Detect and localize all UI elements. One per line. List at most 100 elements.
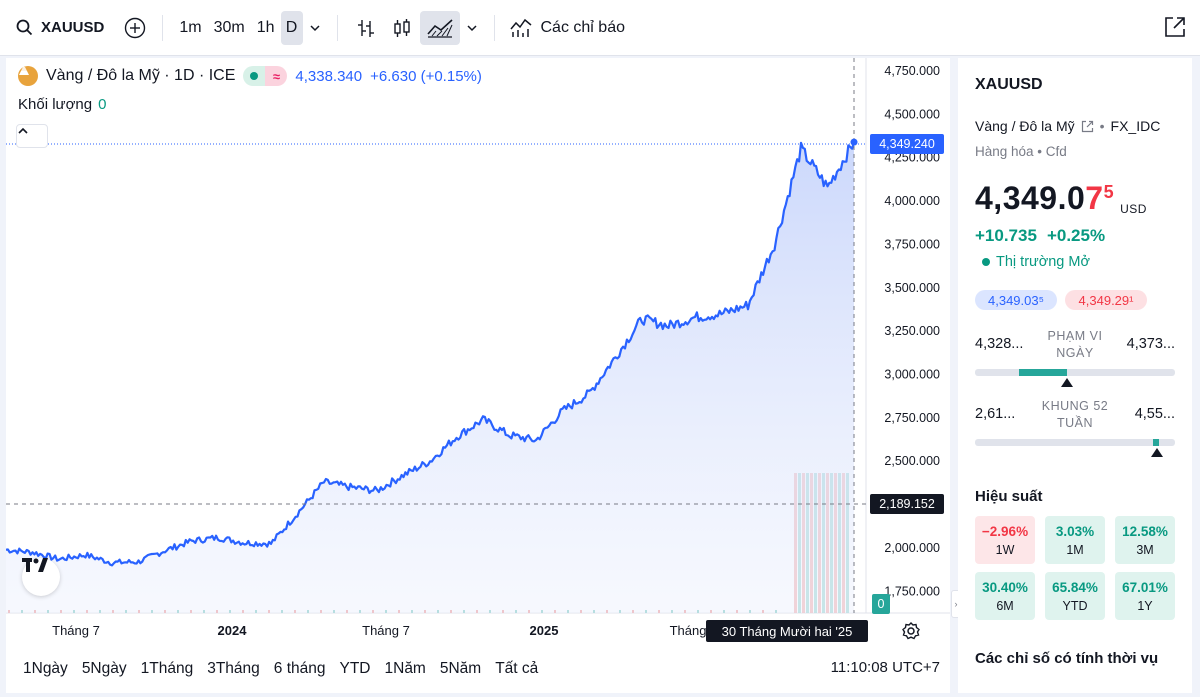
performance-value: 3.03% [1055, 523, 1095, 539]
time-tick-label: Tháng [670, 623, 707, 638]
candles-icon [393, 18, 410, 37]
price-tick-label: 4,750.000 [884, 64, 940, 78]
time-tick-label: Tháng 7 [362, 623, 410, 638]
price-tick-label: 1,750.000 [884, 584, 940, 598]
ask-price: 4,349.29¹ [1065, 290, 1147, 310]
details-description-text[interactable]: Vàng / Đô la Mỹ [975, 118, 1075, 134]
performance-cell-1y[interactable]: 67.01% 1Y [1115, 572, 1175, 620]
price-tick-label: 3,750.000 [884, 237, 940, 251]
performance-grid: −2.96% 1W 3.03% 1M 12.58% 3M 30.40% 6M 65.84% YTD… [975, 516, 1175, 620]
chevron-down-icon [466, 24, 477, 31]
price-chart[interactable]: 4,750.000 4,500.000 4,250.000 4,000.000 3,75… [6, 58, 950, 645]
bullet-separator: • [1099, 118, 1105, 134]
performance-cell-1w[interactable]: −2.96% 1W [975, 516, 1035, 564]
performance-cell-ytd[interactable]: 65.84% YTD [1045, 572, 1105, 620]
chart-settings-button[interactable] [901, 621, 921, 641]
range-3m[interactable]: 3Tháng [207, 660, 260, 677]
chevron-up-icon [18, 127, 28, 134]
legend-price: 4,338.340 [295, 67, 363, 85]
performance-value: 67.01% [1122, 579, 1168, 595]
symbol-search[interactable]: XAUUSD [0, 0, 118, 55]
bar-chart-type-button[interactable] [348, 11, 384, 45]
last-price-dot [850, 138, 858, 146]
range-1m[interactable]: 1Tháng [140, 660, 194, 677]
price-tick-label: 4,500.000 [884, 107, 940, 121]
chart-panel[interactable]: 4,750.000 4,500.000 4,250.000 4,000.000 3,75… [6, 58, 950, 645]
range-5y[interactable]: 5Năm [439, 660, 482, 677]
gear-icon [902, 622, 920, 640]
search-icon [16, 19, 33, 36]
crosshair-date-tooltip: 30 Tháng Mười hai '25 [706, 620, 868, 642]
details-price: 4,349.0 7 5 USD [975, 180, 1147, 217]
compare-symbol-button[interactable] [118, 11, 152, 45]
market-status[interactable]: Thị trường Mở [982, 254, 1090, 270]
day-range-low: 4,328... [975, 336, 1024, 352]
chart-type-dropdown-button[interactable] [460, 11, 484, 45]
performance-cell-3m[interactable]: 12.58% 3M [1115, 516, 1175, 564]
market-open-dot-icon [982, 258, 990, 266]
bid-price: 4,349.03⁵ [975, 290, 1057, 310]
price-area [6, 142, 854, 613]
details-symbol[interactable]: XAUUSD [975, 76, 1043, 93]
plus-circle-icon [125, 17, 146, 38]
time-scale[interactable]: Tháng 7 2024 Tháng 7 2025 Tháng [52, 623, 706, 638]
range-1d[interactable]: 1Ngày [23, 660, 68, 677]
performance-value: −2.96% [981, 523, 1029, 539]
price-tick-label: 4,000.000 [884, 194, 940, 208]
week52-range-row: 2,61... KHUNG 52 TUẦN 4,55... [975, 398, 1175, 438]
range-6m[interactable]: 6 tháng [273, 660, 326, 677]
price-tick-label: 2,500.000 [884, 454, 940, 468]
tradingview-logo[interactable] [22, 558, 60, 596]
performance-cell-6m[interactable]: 30.40% 6M [975, 572, 1035, 620]
volume-label: Khối lượng [18, 96, 93, 113]
performance-value: 65.84% [1052, 579, 1098, 595]
indicators-button[interactable]: Các chỉ báo [505, 17, 625, 39]
indicators-icon [509, 18, 531, 37]
open-external-button[interactable] [1162, 14, 1190, 42]
volume-legend[interactable]: Khối lượng 0 [18, 96, 106, 113]
legend-title[interactable]: Vàng / Đô la Mỹ · 1D · ICE [46, 67, 236, 84]
range-1y[interactable]: 1Năm [384, 660, 426, 677]
area-chart-type-button[interactable] [419, 10, 460, 45]
details-exchange[interactable]: FX_IDC [1110, 118, 1161, 134]
volume-value: 0 [98, 96, 107, 113]
crosshair-price-tag: 2,189.152 [870, 494, 944, 514]
legend-change: +6.630 (+0.15%) [370, 67, 482, 85]
performance-period: 3M [1136, 542, 1154, 557]
week52-range-fill [1153, 439, 1159, 446]
interval-d[interactable]: D [280, 10, 303, 45]
time-tick-label: 2025 [530, 623, 559, 638]
external-link-icon[interactable] [1081, 120, 1094, 133]
timezone-clock[interactable]: 11:10:08 UTC+7 [830, 659, 940, 676]
collapse-legend-button[interactable] [16, 124, 48, 148]
price-last-digit: 7 [1085, 180, 1104, 216]
candle-chart-type-button[interactable] [384, 11, 420, 45]
interval-1m[interactable]: 1m [179, 18, 202, 36]
price-currency: USD [1120, 202, 1147, 216]
market-status-pill[interactable]: ≈ [243, 66, 288, 86]
performance-period: 1M [1066, 542, 1084, 557]
week52-range-bar [975, 439, 1175, 457]
bottom-toolbar: 1Ngày 5Ngày 1Tháng 3Tháng 6 tháng YTD 1N… [6, 645, 950, 693]
price-tick-label: 2,750.000 [884, 411, 940, 425]
day-range-marker-icon [1061, 378, 1073, 387]
chart-legend: Vàng / Đô la Mỹ · 1D · ICE ≈ 4,338.340 +… [18, 66, 482, 86]
area-chart-icon [426, 18, 453, 38]
price-superscript: 5 [1103, 182, 1115, 202]
interval-30m[interactable]: 30m [213, 18, 245, 36]
price-tick-label: 3,000.000 [884, 368, 940, 382]
divider [162, 14, 164, 41]
interval-1h[interactable]: 1h [256, 18, 275, 36]
range-all[interactable]: Tất cả [495, 660, 539, 677]
volume-price-tag: 0 [872, 594, 890, 614]
bars-icon [357, 19, 374, 37]
symbol-name: XAUUSD [41, 19, 105, 36]
details-category: Hàng hóa • Cfd [975, 144, 1067, 159]
range-ytd[interactable]: YTD [339, 660, 371, 677]
interval-dropdown-button[interactable] [303, 11, 327, 45]
seasonals-title: Các chỉ số có tính thời vụ [975, 650, 1159, 667]
range-5d[interactable]: 5Ngày [81, 660, 127, 677]
external-link-icon [1165, 17, 1185, 37]
performance-cell-1m[interactable]: 3.03% 1M [1045, 516, 1105, 564]
performance-value: 30.40% [982, 579, 1028, 595]
